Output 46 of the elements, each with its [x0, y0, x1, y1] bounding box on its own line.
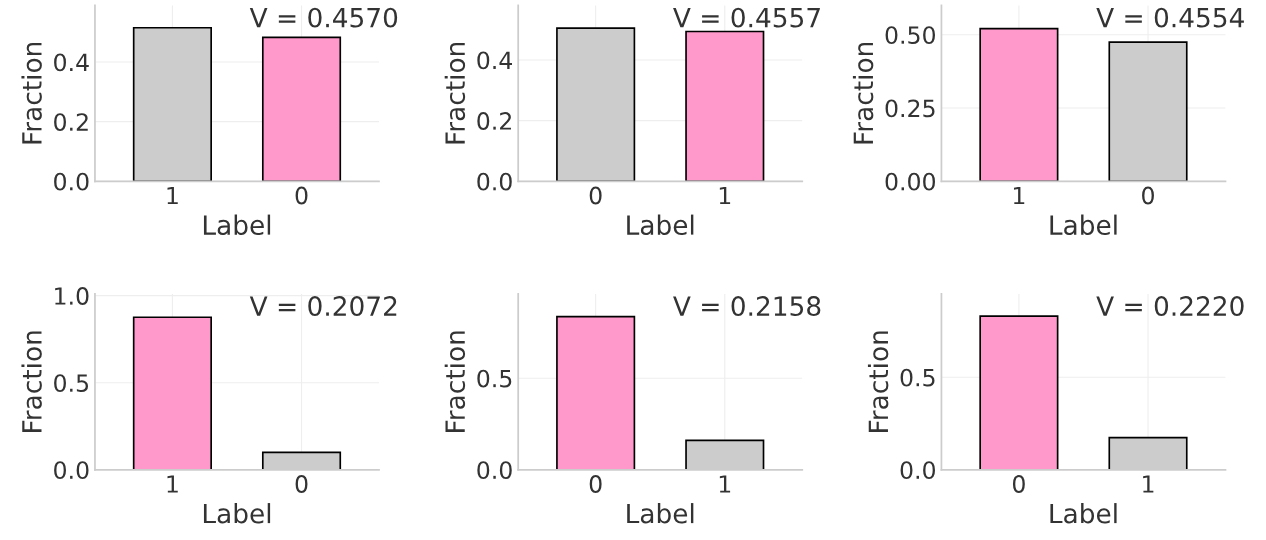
x-axis-title: Label [1050, 503, 1117, 524]
y-tick-label: 1.0 [55, 287, 89, 305]
x-tick-label: 0 [295, 475, 308, 493]
y-tick-label: 0.4 [54, 53, 89, 72]
y-axis-title: Fraction [867, 331, 889, 432]
y-tick-label: 0.25 [885, 99, 935, 118]
y-axis-title: Fraction [852, 42, 874, 144]
x-tick-label: 1 [167, 186, 178, 205]
y-tick-label: 0.50 [885, 26, 935, 45]
x-tick-label: 0 [589, 475, 602, 493]
x-axis-title: Label [1050, 214, 1117, 235]
y-tick-label: 0.4 [477, 51, 513, 70]
annotation: V = 0.4570 [249, 7, 398, 28]
x-tick-label: 0 [295, 186, 308, 205]
x-tick-label: 1 [719, 186, 731, 205]
y-axis-title: Fraction [444, 331, 466, 432]
x-tick-label: 1 [1143, 475, 1154, 493]
y-tick-label: 0.2 [54, 113, 88, 131]
y-axis-title: Fraction [21, 42, 42, 144]
y-tick-label: 0.5 [900, 368, 935, 387]
y-tick-label: 0.00 [885, 172, 935, 191]
annotation: V = 0.2158 [673, 296, 821, 317]
x-axis-title: Label [627, 214, 694, 235]
y-tick-label: 0.0 [900, 461, 936, 480]
x-axis-title: Label [627, 503, 694, 524]
y-tick-label: 0.2 [477, 112, 511, 130]
x-axis-title: Label [203, 503, 271, 524]
y-tick-label: 0.0 [54, 461, 89, 480]
x-tick-label: 0 [1142, 186, 1154, 205]
y-tick-label: 0.0 [477, 172, 512, 191]
annotation: V = 0.2220 [1096, 296, 1244, 317]
x-tick-label: 0 [1012, 475, 1025, 493]
annotation: V = 0.4557 [673, 7, 820, 28]
x-tick-label: 1 [167, 475, 178, 493]
annotation: V = 0.4554 [1096, 7, 1244, 28]
y-tick-label: 0.5 [54, 374, 89, 393]
y-axis-title: Fraction [21, 331, 42, 432]
x-tick-label: 1 [1013, 186, 1025, 205]
y-tick-label: 0.0 [54, 172, 89, 191]
y-tick-label: 0.0 [477, 461, 512, 480]
x-axis-title: Label [203, 214, 271, 235]
y-axis-title: Fraction [444, 42, 466, 144]
y-tick-label: 0.5 [477, 369, 512, 388]
x-tick-label: 0 [589, 186, 602, 205]
x-tick-label: 1 [719, 475, 731, 493]
annotation: V = 0.2072 [249, 296, 397, 317]
